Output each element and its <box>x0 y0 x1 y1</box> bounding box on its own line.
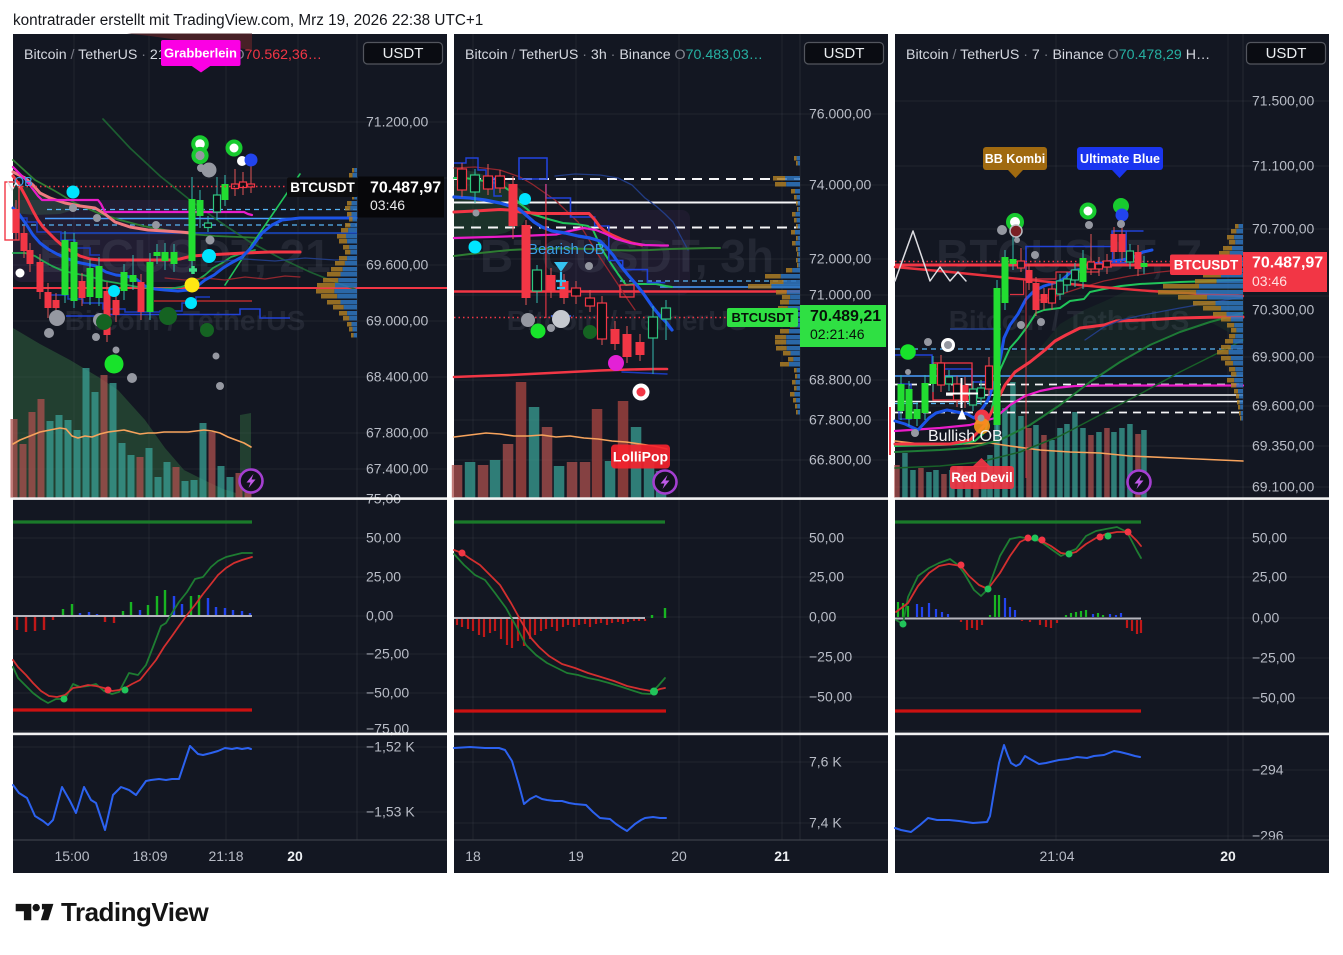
svg-text:15:00: 15:00 <box>54 848 89 864</box>
svg-text:−1,52 K: −1,52 K <box>366 739 415 755</box>
svg-text:72.000,00: 72.000,00 <box>809 251 871 267</box>
svg-text:−25,00: −25,00 <box>366 646 409 662</box>
svg-text:−25,00: −25,00 <box>809 649 852 665</box>
svg-text:03:46: 03:46 <box>1252 273 1287 289</box>
svg-text:−25,00: −25,00 <box>1252 650 1295 666</box>
svg-text:69.350,00: 69.350,00 <box>1252 438 1314 454</box>
svg-text:20: 20 <box>671 848 687 864</box>
svg-text:70.300,00: 70.300,00 <box>1252 302 1314 318</box>
svg-text:70.489,21: 70.489,21 <box>810 308 881 325</box>
svg-text:BTCUSDT: BTCUSDT <box>290 180 355 195</box>
svg-text:21:18: 21:18 <box>208 848 243 864</box>
svg-text:67.800,00: 67.800,00 <box>366 425 428 441</box>
svg-text:Ultimate Blue: Ultimate Blue <box>1080 152 1160 166</box>
svg-text:Bullish OB: Bullish OB <box>928 428 1003 445</box>
svg-text:BB Kombi: BB Kombi <box>985 152 1045 166</box>
svg-text:70.487,97: 70.487,97 <box>1252 255 1323 272</box>
svg-text:66.800,00: 66.800,00 <box>809 452 871 468</box>
svg-text:Bearish OB: Bearish OB <box>528 241 605 258</box>
svg-text:Red Devil: Red Devil <box>951 470 1013 485</box>
svg-text:18:09: 18:09 <box>132 848 167 864</box>
svg-text:0,00: 0,00 <box>1252 610 1279 626</box>
svg-text:71.500,00: 71.500,00 <box>1252 93 1314 109</box>
svg-text:69.900,00: 69.900,00 <box>1252 349 1314 365</box>
svg-text:−296: −296 <box>1252 828 1284 844</box>
svg-text:71.100,00: 71.100,00 <box>1252 158 1314 174</box>
svg-text:BTCUSDT: BTCUSDT <box>1174 258 1239 273</box>
svg-text:71.000,00: 71.000,00 <box>809 287 871 303</box>
svg-text:−50,00: −50,00 <box>809 689 852 705</box>
svg-text:20: 20 <box>1220 848 1236 864</box>
svg-text:Bitcoin / TetherUS · 3h · Bina: Bitcoin / TetherUS · 3h · Binance O70.48… <box>465 47 763 63</box>
svg-text:68.800,00: 68.800,00 <box>809 372 871 388</box>
svg-text:03:46: 03:46 <box>370 197 405 213</box>
svg-text:25,00: 25,00 <box>809 569 844 585</box>
svg-text:−50,00: −50,00 <box>1252 690 1295 706</box>
svg-text:21: 21 <box>774 848 790 864</box>
svg-text:0,00: 0,00 <box>809 609 836 625</box>
svg-text:20: 20 <box>287 848 303 864</box>
svg-text:Grabberlein: Grabberlein <box>164 46 237 61</box>
svg-text:68.400,00: 68.400,00 <box>366 369 428 385</box>
svg-text:25,00: 25,00 <box>366 569 401 585</box>
svg-text:0,00: 0,00 <box>366 608 393 624</box>
svg-text:50,00: 50,00 <box>1252 530 1287 546</box>
svg-text:70.487,97: 70.487,97 <box>370 180 441 197</box>
svg-text:69.600,00: 69.600,00 <box>1252 398 1314 414</box>
svg-text:7,6 K: 7,6 K <box>809 754 842 770</box>
svg-text:−75,00: −75,00 <box>366 721 409 737</box>
svg-text:69.000,00: 69.000,00 <box>366 313 428 329</box>
svg-text:25,00: 25,00 <box>1252 569 1287 585</box>
svg-text:67.400,00: 67.400,00 <box>366 461 428 477</box>
svg-text:BTCUSDT: BTCUSDT <box>731 310 793 325</box>
svg-text:67.800,00: 67.800,00 <box>809 412 871 428</box>
svg-text:21:04: 21:04 <box>1039 848 1074 864</box>
svg-text:−50,00: −50,00 <box>366 685 409 701</box>
svg-text:kontratrader erstellt mit Trad: kontratrader erstellt mit TradingView.co… <box>13 12 483 29</box>
svg-text:70.700,00: 70.700,00 <box>1252 221 1314 237</box>
svg-text:OB: OB <box>14 174 33 189</box>
svg-text:76.000,00: 76.000,00 <box>809 106 871 122</box>
svg-text:71.200,00: 71.200,00 <box>366 114 428 130</box>
svg-text:USDT: USDT <box>824 45 865 62</box>
svg-text:Bitcoin / TetherUS · 7 · Binan: Bitcoin / TetherUS · 7 · Binance O70.478… <box>906 47 1210 63</box>
svg-text:69.600,00: 69.600,00 <box>366 257 428 273</box>
svg-text:−294: −294 <box>1252 762 1284 778</box>
svg-text:02:21:46: 02:21:46 <box>810 326 865 342</box>
svg-text:74.000,00: 74.000,00 <box>809 177 871 193</box>
svg-text:−1,53 K: −1,53 K <box>366 804 415 820</box>
svg-text:18: 18 <box>465 848 481 864</box>
svg-text:USDT: USDT <box>1266 45 1307 62</box>
svg-text:50,00: 50,00 <box>809 530 844 546</box>
svg-text:TradingView: TradingView <box>61 897 209 927</box>
svg-text:7,4 K: 7,4 K <box>809 815 842 831</box>
svg-text:LolliPop: LolliPop <box>613 449 668 465</box>
svg-text:50,00: 50,00 <box>366 530 401 546</box>
svg-text:19: 19 <box>568 848 584 864</box>
svg-text:69.100,00: 69.100,00 <box>1252 479 1314 495</box>
svg-text:USDT: USDT <box>383 45 424 62</box>
